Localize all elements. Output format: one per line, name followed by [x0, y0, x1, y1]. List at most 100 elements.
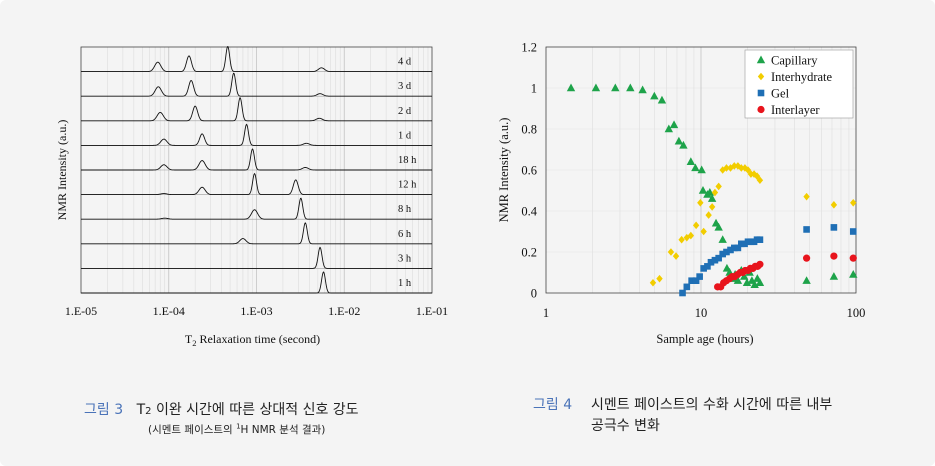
gel-point — [683, 283, 691, 291]
interhydrate-point — [756, 176, 764, 185]
interhydrate-point — [734, 162, 742, 170]
row-label: 1 d — [398, 130, 412, 141]
gel-point — [700, 265, 707, 272]
interhydrate-point — [744, 166, 752, 174]
y-tick-label: 1 — [531, 82, 537, 96]
interhydrate-point — [692, 221, 700, 230]
spectrum-12h — [81, 172, 432, 196]
y-axis-label: NMR Intensity (a.u.) — [497, 118, 511, 223]
x-tick-label: 1.E-02 — [328, 304, 360, 318]
capillary-point — [849, 270, 858, 278]
legend-label-gel: Gel — [771, 87, 790, 101]
capillary-point — [674, 136, 684, 145]
capillary-point — [755, 278, 765, 286]
gel-point — [756, 236, 764, 243]
x-tick-label: 1.E-01 — [416, 304, 448, 318]
interhydrate-point — [697, 199, 704, 207]
interhydrate-point — [727, 164, 734, 172]
x-axis-label: Sample age (hours) — [656, 332, 753, 346]
capillary-point — [591, 83, 601, 92]
row-label: 3 d — [398, 81, 412, 92]
interhydrate-point — [687, 231, 695, 240]
capillary-point — [657, 95, 667, 104]
capillary-point — [705, 188, 715, 196]
capillary-point — [742, 278, 752, 286]
spectrum-1d — [81, 123, 432, 146]
gel-point — [704, 263, 711, 270]
capillary-point — [698, 186, 708, 194]
gel-point — [715, 254, 722, 262]
fig4-title: 시멘트 페이스트의 수화 시간에 따른 내부 공극수 변화 — [591, 395, 832, 437]
x-axis-label: T2 Relaxation time (second) — [185, 332, 320, 348]
gel-point — [719, 250, 726, 258]
interlayer-point — [802, 254, 811, 262]
capillary-point — [679, 140, 688, 149]
interhydrate-point — [700, 227, 707, 236]
gel-point — [803, 226, 810, 233]
gel-point — [707, 258, 715, 266]
interhydrate-point — [731, 162, 738, 170]
y-tick-label: 0.8 — [521, 123, 537, 137]
series-interhydrate — [649, 162, 857, 287]
capillary-point — [626, 83, 635, 92]
plot-frame — [545, 46, 857, 294]
legend-marker-capillary — [756, 55, 766, 64]
series-interlayer — [714, 252, 857, 291]
legend-marker-interlayer — [757, 105, 765, 114]
capillary-point — [707, 194, 717, 202]
x-tick-label: 1.E-05 — [65, 304, 97, 318]
interhydrate-point — [708, 203, 716, 211]
spectrum-4d — [81, 46, 432, 73]
interhydrate-point — [803, 192, 810, 201]
nmr-t2-chart: 4 d 3 d 2 d 1 d 18 h 12 h 8 h 6 h 3 h 1 h 1.E-05 1.… — [55, 46, 448, 348]
interlayer-point — [849, 254, 857, 262]
y-tick-label: 0 — [531, 287, 537, 301]
capillary-point — [686, 157, 696, 165]
interhydrate-point — [741, 164, 749, 172]
fig3-title: T2 이완 시간에 따른 상대적 신호 강도 — [136, 402, 359, 418]
y-tick-label: 1.2 — [521, 41, 537, 55]
fig3-subcaption: (시멘트 페이스트의 1H NMR 분석 결과) — [148, 422, 326, 437]
y-tick-label: 0.4 — [521, 205, 537, 219]
gel-point — [727, 246, 734, 254]
interhydrate-point — [711, 188, 719, 197]
fig4-title-line1: 시멘트 페이스트의 수화 시간에 따른 내부 — [591, 397, 833, 413]
capillary-point — [718, 235, 727, 243]
legend-label-interhydrate: Interhydrate — [771, 70, 833, 84]
row-label: 1 h — [398, 278, 412, 289]
spectrum-8h — [81, 197, 432, 220]
gel-point — [692, 277, 700, 284]
fig3-label: 그림 3 — [84, 402, 124, 418]
interhydrate-point — [672, 252, 680, 260]
interhydrate-point — [750, 170, 758, 178]
interhydrate-point — [678, 235, 685, 244]
interhydrate-point — [753, 172, 761, 180]
capillary-point — [829, 272, 839, 280]
capillary-point — [802, 276, 811, 284]
legend-marker-gel — [757, 89, 765, 97]
interhydrate-point — [850, 199, 857, 207]
x-tick-label: 10 — [695, 306, 708, 320]
row-label: 6 h — [398, 229, 412, 240]
gel-point — [849, 228, 857, 235]
interhydrate-point — [715, 182, 722, 191]
legend: Capillary Interhydrate Gel Interlayer — [744, 49, 854, 119]
nmr-sample-age-chart: 0 0.2 0.4 0.6 0.8 1 1.2 1 10 100 Sample age (hours… — [497, 41, 866, 347]
gel-point — [734, 244, 742, 252]
interhydrate-point — [830, 201, 838, 209]
legend-marker-interhydrate — [757, 72, 765, 81]
gel-point — [711, 256, 719, 264]
capillary-point — [740, 272, 749, 280]
fig4-label: 그림 4 — [533, 397, 573, 413]
row-label: 3 h — [398, 253, 412, 264]
interlayer-point — [756, 260, 764, 268]
spectrum-6h — [81, 222, 432, 245]
spectrum-18h — [81, 148, 432, 171]
series-gel — [679, 224, 857, 297]
fig3-caption: 그림 3 T2 이완 시간에 따른 상대적 신호 강도 — [84, 401, 359, 421]
gel-point — [679, 289, 686, 297]
gel-point — [688, 277, 695, 284]
legend-label-capillary: Capillary — [771, 54, 818, 68]
x-tick-label: 100 — [847, 306, 866, 320]
gel-point — [723, 248, 730, 256]
